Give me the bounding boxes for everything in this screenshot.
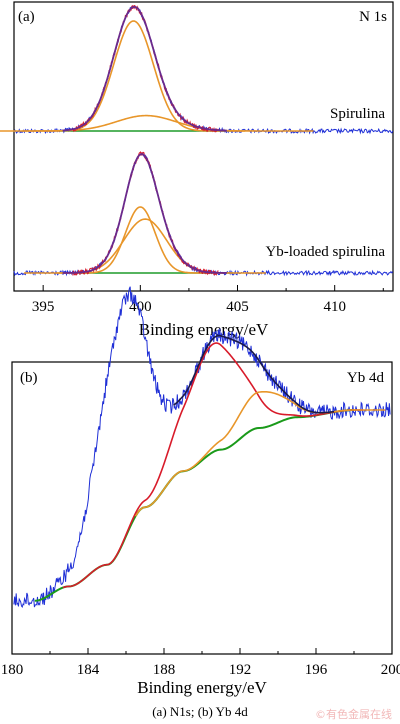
panel-a-xtick-label: 405 [226, 299, 249, 315]
watermark: ©有色金属在线 [315, 708, 392, 721]
panel-b-frame [11, 361, 393, 655]
figure-caption: (a) N1s; (b) Yb 4d [152, 704, 248, 719]
spirulina-component-peak-1 [21, 20, 246, 132]
yb-loaded-spirulina-label: Yb-loaded spirulina [265, 244, 385, 260]
yb4d-component-peak-3 [134, 390, 386, 517]
panel-b-xlabel: Binding energy/eV [137, 678, 267, 697]
panel-b-xtick-label: 192 [229, 662, 252, 678]
panel-a-corner-label: N 1s [359, 9, 387, 25]
panel-b-xtick-label: 180 [1, 662, 24, 678]
yb4d-background-curve [34, 409, 355, 602]
panel-b-xtick-label: 188 [153, 662, 176, 678]
yb4d-fit-envelope [173, 334, 335, 414]
spirulina-label: Spirulina [330, 106, 385, 122]
panel-b-corner-label: Yb 4d [347, 370, 385, 386]
panel-a-xtick-label: 410 [323, 299, 346, 315]
spirulina-fit-envelope [62, 5, 227, 132]
yb4d-component-peak-2 [62, 342, 364, 589]
yb-loaded-spirulina-component-peak-1 [56, 206, 224, 274]
yb-loaded-spirulina-fit-envelope [62, 153, 227, 274]
panel-a-xlabel: Binding energy/eV [139, 320, 269, 339]
panel-a-label: (a) [18, 9, 35, 25]
yb-loaded-spirulina-measured-peak [72, 151, 219, 276]
panel-a-xtick-label: 395 [32, 299, 55, 315]
panel-b-label: (b) [20, 370, 38, 386]
panel-b-xtick-label: 184 [77, 662, 100, 678]
panel-b-xtick-label: 196 [305, 662, 328, 678]
panel-a-frame [13, 1, 394, 292]
panel-b-xtick-label: 200 [381, 662, 400, 678]
spirulina-component-peak-2 [0, 114, 314, 132]
yb-loaded-spirulina-component-peak-2 [23, 218, 266, 274]
